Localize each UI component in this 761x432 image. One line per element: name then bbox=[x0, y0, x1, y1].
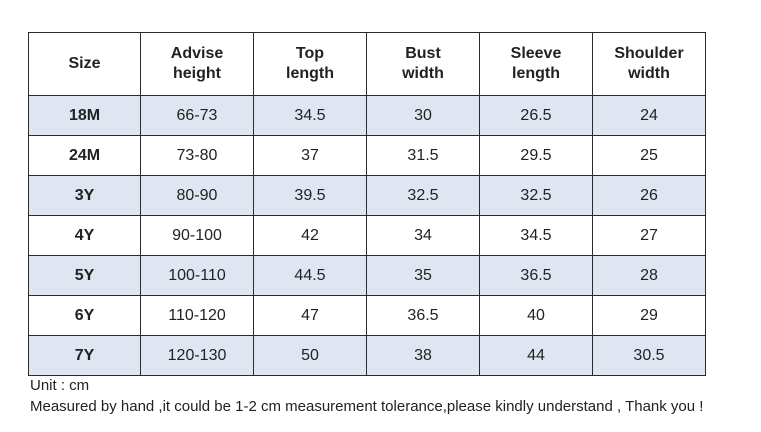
cell-bust-width: 31.5 bbox=[366, 135, 480, 176]
unit-note: Unit : cm bbox=[30, 377, 90, 394]
cell-shoulder-width: 27 bbox=[592, 215, 706, 256]
cell-advise-height: 73-80 bbox=[140, 135, 254, 176]
cell-advise-height: 90-100 bbox=[140, 215, 254, 256]
cell-top-length: 50 bbox=[253, 335, 367, 376]
table-row: 6Y 110-120 47 36.5 40 29 bbox=[28, 295, 706, 336]
cell-size: 3Y bbox=[28, 175, 141, 216]
table-row: 4Y 90-100 42 34 34.5 27 bbox=[28, 215, 706, 256]
cell-bust-width: 38 bbox=[366, 335, 480, 376]
cell-bust-width: 36.5 bbox=[366, 295, 480, 336]
cell-top-length: 44.5 bbox=[253, 255, 367, 296]
cell-advise-height: 110-120 bbox=[140, 295, 254, 336]
cell-top-length: 39.5 bbox=[253, 175, 367, 216]
cell-sleeve-length: 36.5 bbox=[479, 255, 593, 296]
table-row: 7Y 120-130 50 38 44 30.5 bbox=[28, 335, 706, 376]
cell-size: 24M bbox=[28, 135, 141, 176]
cell-sleeve-length: 29.5 bbox=[479, 135, 593, 176]
cell-shoulder-width: 24 bbox=[592, 95, 706, 136]
cell-shoulder-width: 26 bbox=[592, 175, 706, 216]
header-sleeve-length: Sleeve length bbox=[479, 32, 593, 96]
cell-bust-width: 35 bbox=[366, 255, 480, 296]
cell-sleeve-length: 40 bbox=[479, 295, 593, 336]
size-chart-table: Size Advise height Top length Bust width… bbox=[28, 32, 706, 376]
cell-advise-height: 100-110 bbox=[140, 255, 254, 296]
table-row: 18M 66-73 34.5 30 26.5 24 bbox=[28, 95, 706, 136]
cell-shoulder-width: 30.5 bbox=[592, 335, 706, 376]
cell-size: 7Y bbox=[28, 335, 141, 376]
cell-size: 4Y bbox=[28, 215, 141, 256]
header-bust-width: Bust width bbox=[366, 32, 480, 96]
cell-top-length: 34.5 bbox=[253, 95, 367, 136]
cell-bust-width: 32.5 bbox=[366, 175, 480, 216]
cell-size: 6Y bbox=[28, 295, 141, 336]
table-row: 3Y 80-90 39.5 32.5 32.5 26 bbox=[28, 175, 706, 216]
cell-sleeve-length: 44 bbox=[479, 335, 593, 376]
cell-size: 5Y bbox=[28, 255, 141, 296]
cell-top-length: 47 bbox=[253, 295, 367, 336]
header-shoulder-width: Shoulder width bbox=[592, 32, 706, 96]
cell-sleeve-length: 32.5 bbox=[479, 175, 593, 216]
cell-advise-height: 120-130 bbox=[140, 335, 254, 376]
tolerance-note: Measured by hand ,it could be 1-2 cm mea… bbox=[30, 398, 704, 415]
header-size: Size bbox=[28, 32, 141, 96]
cell-shoulder-width: 29 bbox=[592, 295, 706, 336]
header-top-length: Top length bbox=[253, 32, 367, 96]
cell-shoulder-width: 28 bbox=[592, 255, 706, 296]
cell-advise-height: 80-90 bbox=[140, 175, 254, 216]
cell-bust-width: 30 bbox=[366, 95, 480, 136]
cell-top-length: 37 bbox=[253, 135, 367, 176]
cell-sleeve-length: 26.5 bbox=[479, 95, 593, 136]
cell-advise-height: 66-73 bbox=[140, 95, 254, 136]
header-advise-height: Advise height bbox=[140, 32, 254, 96]
cell-sleeve-length: 34.5 bbox=[479, 215, 593, 256]
table-header-row: Size Advise height Top length Bust width… bbox=[28, 32, 706, 96]
cell-shoulder-width: 25 bbox=[592, 135, 706, 176]
cell-size: 18M bbox=[28, 95, 141, 136]
table-row: 24M 73-80 37 31.5 29.5 25 bbox=[28, 135, 706, 176]
cell-top-length: 42 bbox=[253, 215, 367, 256]
table-row: 5Y 100-110 44.5 35 36.5 28 bbox=[28, 255, 706, 296]
cell-bust-width: 34 bbox=[366, 215, 480, 256]
